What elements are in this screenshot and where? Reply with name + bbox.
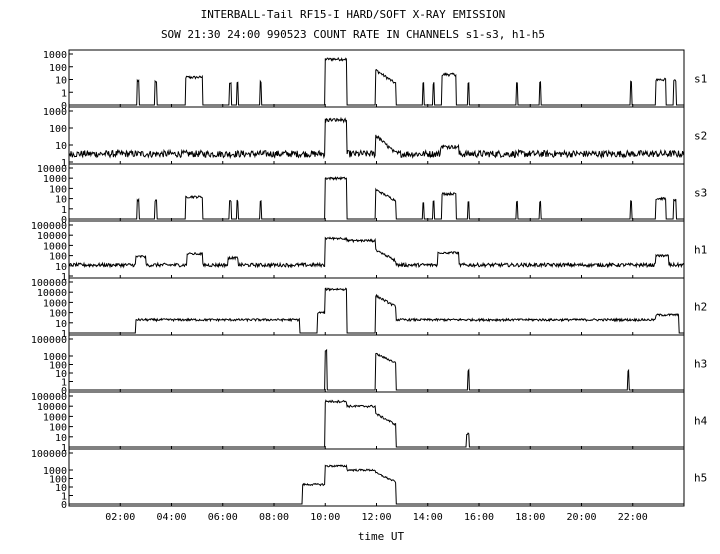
panel-label-s2: s2 (694, 130, 707, 143)
x-axis: 02:00 04:00 06:00 08:00 10:00 12:00 14:00 16:00… (105, 104, 648, 523)
y-tick-label-h3: 10 (55, 369, 67, 380)
series-line-s2 (69, 116, 685, 160)
panel-frame-s3 (68, 163, 685, 222)
series-line-h2 (69, 287, 684, 334)
chart-subtitle: SOW 21:30 24:00 990523 COUNT RATE IN CHA… (161, 28, 545, 41)
series-line-h1 (68, 236, 685, 269)
y-tick-label-s2: 10 (55, 141, 67, 152)
y-tick-label-h5: 100000 (31, 449, 67, 460)
y-tick-label-h3: 1000 (43, 352, 67, 363)
panel-label-h5: h5 (694, 472, 707, 485)
y-tick-label-s3: 10 (55, 195, 67, 206)
y-tick-label-h2: 1000 (43, 298, 67, 309)
x-tick-label: 10:00 (310, 512, 340, 523)
y-tick-label-h1: 10 (55, 262, 67, 273)
panel-frame-s1 (68, 49, 685, 108)
y-tick-label-h4: 100000 (31, 392, 67, 403)
panel-frame-h5 (68, 448, 685, 507)
y-tick-label-s3: 1 (61, 205, 67, 216)
panel-frame-s2 (68, 106, 685, 165)
y-tick-label-h3: 1 (61, 378, 67, 389)
series-line-h3 (69, 348, 684, 391)
y-tick-label-s1: 100 (49, 63, 67, 74)
x-tick-label: 06:00 (208, 512, 238, 523)
panel-label-s3: s3 (694, 187, 707, 200)
y-tick-label-s3: 1000 (43, 174, 67, 185)
series-line-s1 (69, 56, 684, 106)
y-tick-label-h5: 0 (61, 500, 67, 511)
x-tick-label: 12:00 (361, 512, 391, 523)
y-tick-label-h5: 100 (49, 475, 67, 486)
y-tick-label-s1: 10 (55, 76, 67, 87)
y-tick-label-h1: 1000 (43, 241, 67, 252)
y-tick-label-s3: 0 (61, 215, 67, 226)
y-tick-label-h3: 0 (61, 386, 67, 397)
y-tick-label-h2: 10 (55, 319, 67, 330)
y-tick-label-h2: 10000 (37, 288, 67, 299)
x-tick-label: 22:00 (618, 512, 648, 523)
y-tick-label-s1: 0 (61, 101, 67, 112)
y-tick-label-h5: 1 (61, 492, 67, 503)
panel-label-h3: h3 (694, 358, 707, 371)
panel-frame-h4 (68, 391, 685, 450)
x-tick-label: 04:00 (156, 512, 186, 523)
x-tick-label: 02:00 (105, 512, 135, 523)
y-tick-label-h1: 1 (61, 272, 67, 283)
x-tick-label: 08:00 (259, 512, 289, 523)
panel-label-h1: h1 (694, 244, 707, 257)
y-tick-label-h3: 100000 (31, 335, 67, 346)
y-tick-label-s3: 10000 (37, 164, 67, 175)
y-tick-label-h4: 10 (55, 433, 67, 444)
x-tick-label: 14:00 (413, 512, 443, 523)
panel-label-h2: h2 (694, 301, 707, 314)
panel-label-s1: s1 (694, 73, 707, 86)
x-tick-label: 16:00 (464, 512, 494, 523)
panels-group: 10001001010s11000100101s2100001000100101… (31, 49, 708, 511)
y-tick-label-h2: 1 (61, 329, 67, 340)
series-line-s3 (69, 175, 684, 220)
y-tick-label-s3: 100 (49, 184, 67, 195)
y-tick-label-s1: 1 (61, 88, 67, 99)
y-tick-label-h5: 1000 (43, 466, 67, 477)
panel-frame-h3 (68, 334, 685, 393)
x-axis-label: time UT (358, 530, 405, 543)
panel-s2: 1000 100 10 1 s2 (43, 106, 707, 169)
panel-label-h4: h4 (694, 415, 708, 428)
y-tick-label-s2: 100 (49, 124, 67, 135)
x-tick-label: 18:00 (515, 512, 545, 523)
y-tick-label-s1: 1000 (43, 50, 67, 61)
panel-frame-h2 (68, 277, 685, 336)
y-tick-label-s2: 1000 (43, 107, 67, 118)
y-tick-label-h1: 100 (49, 252, 67, 263)
y-tick-label-h1: 100000 (31, 221, 67, 232)
x-tick-label: 20:00 (566, 512, 596, 523)
y-tick-label-h2: 100000 (31, 278, 67, 289)
series-line-h5 (69, 464, 684, 505)
y-tick-label-s2: 1 (61, 158, 67, 169)
y-tick-label-h4: 1000 (43, 412, 67, 423)
series-line-h4 (69, 399, 684, 448)
chart-title: INTERBALL-Tail RF15-I HARD/SOFT X-RAY EM… (201, 8, 506, 21)
y-tick-label-h5: 10 (55, 483, 67, 494)
y-tick-label-h3: 100 (49, 361, 67, 372)
y-tick-label-h4: 10000 (37, 402, 67, 413)
y-tick-label-h4: 1 (61, 443, 67, 454)
y-tick-label-h1: 10000 (37, 231, 67, 242)
y-tick-label-h4: 100 (49, 423, 67, 434)
y-tick-label-h2: 100 (49, 309, 67, 320)
